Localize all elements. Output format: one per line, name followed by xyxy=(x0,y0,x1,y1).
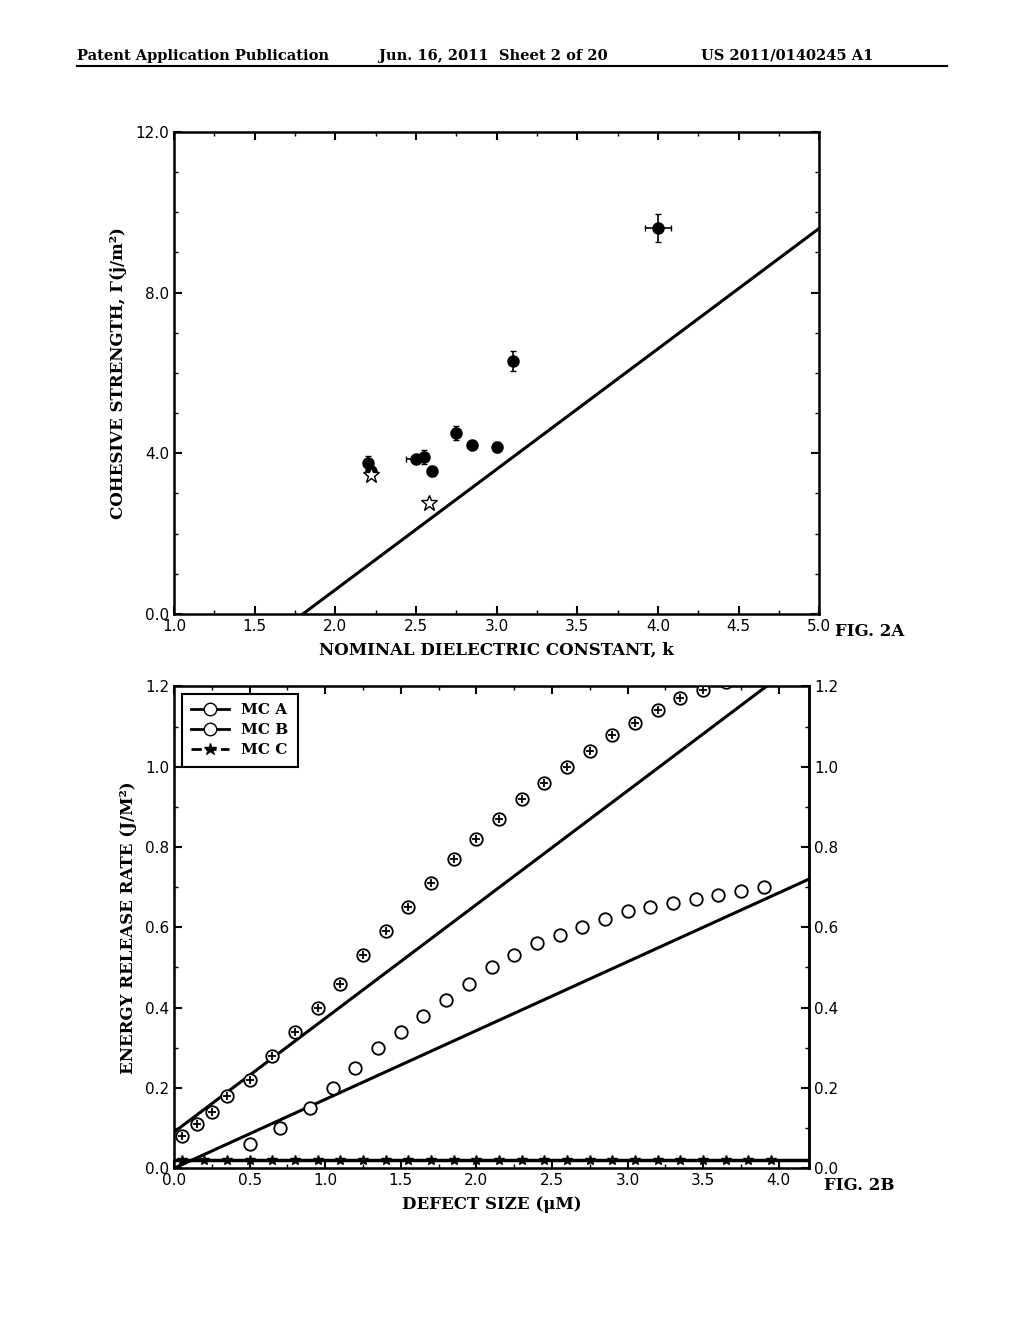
Text: FIG. 2A: FIG. 2A xyxy=(835,623,904,640)
Text: US 2011/0140245 A1: US 2011/0140245 A1 xyxy=(701,49,873,63)
Legend: MC A, MC B, MC C: MC A, MC B, MC C xyxy=(181,694,298,767)
Y-axis label: COHESIVE STRENGTH, Γ(j/m²): COHESIVE STRENGTH, Γ(j/m²) xyxy=(111,227,127,519)
X-axis label: DEFECT SIZE (μM): DEFECT SIZE (μM) xyxy=(401,1196,582,1213)
Text: FIG. 2B: FIG. 2B xyxy=(824,1177,895,1195)
Text: Jun. 16, 2011  Sheet 2 of 20: Jun. 16, 2011 Sheet 2 of 20 xyxy=(379,49,607,63)
Text: Patent Application Publication: Patent Application Publication xyxy=(77,49,329,63)
Y-axis label: ENERGY RELEASE RATE (J/M²): ENERGY RELEASE RATE (J/M²) xyxy=(120,781,136,1073)
X-axis label: NOMINAL DIELECTRIC CONSTANT, k: NOMINAL DIELECTRIC CONSTANT, k xyxy=(319,642,674,659)
